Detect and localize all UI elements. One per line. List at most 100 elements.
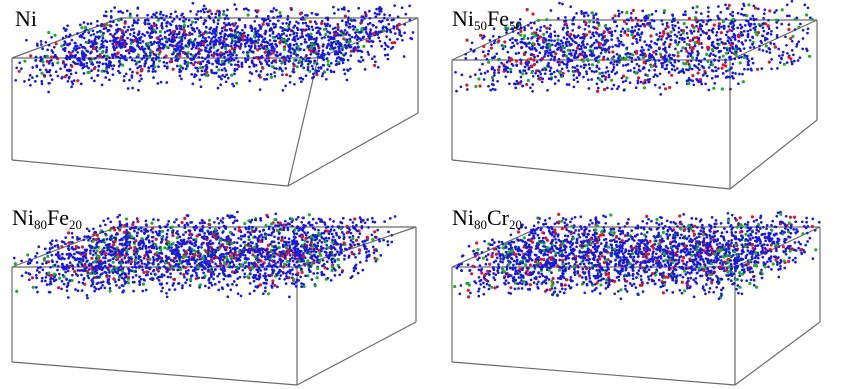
atom [493,69,496,72]
atom [73,55,77,59]
atom [260,233,263,237]
atom [578,52,582,56]
atom [104,223,107,227]
atom [338,49,341,53]
atom [717,50,721,54]
atom [717,22,721,26]
atom [141,40,145,43]
atom [205,63,208,67]
atom [383,53,387,57]
atom [321,52,325,56]
atom [143,18,147,22]
atom [730,74,734,78]
atom [39,40,43,43]
atom [93,79,96,83]
atom [71,50,75,53]
atom [306,259,310,263]
atom [109,32,112,36]
atom [642,86,646,90]
atom [151,243,155,247]
atom [317,66,320,70]
atom [200,69,204,73]
atom [17,69,21,73]
atom [216,57,220,60]
atom [658,35,661,38]
atom [265,45,269,48]
atom [190,220,194,224]
atom [136,6,140,10]
atom [89,252,92,255]
atom [625,46,629,50]
atom [139,74,142,77]
atom [777,47,781,51]
atom [202,4,206,8]
atom [241,50,245,54]
atom [158,38,162,42]
atom [610,78,614,82]
atom [531,36,534,39]
atom [246,54,250,58]
atom [293,282,296,286]
atom [268,34,272,37]
atom [653,62,657,66]
atom [176,41,180,45]
atom [728,49,732,53]
atom [523,26,527,30]
atom [279,52,282,56]
atom [728,46,732,50]
atom [302,48,306,52]
atom [63,41,67,44]
atom [76,274,80,277]
atom [358,37,361,40]
atom [178,36,182,40]
atom [116,18,121,22]
atom [588,19,592,23]
atom [530,32,534,36]
atom [214,29,218,33]
atom [245,51,249,54]
atom [359,60,362,64]
atom [557,79,560,82]
atom [269,72,273,76]
atom [193,60,197,64]
atom [180,77,183,81]
atom [327,246,331,250]
atom [670,73,674,77]
atom [207,54,211,58]
atom [225,14,228,17]
atom [367,53,371,56]
atom [78,60,82,63]
atom [77,251,81,255]
atom [808,54,812,58]
atom [332,235,335,239]
atom [673,33,677,37]
atom [251,50,255,54]
atom [152,62,155,66]
atom [185,33,188,37]
atom [579,44,583,48]
atom [136,18,140,22]
atom [657,37,660,41]
atom [193,228,197,232]
atom [70,245,74,249]
atom [634,71,638,75]
atom [299,55,303,59]
atom [724,51,729,55]
atom [63,46,67,50]
atom [201,8,205,11]
atom [566,30,570,34]
atom [696,71,700,75]
atom [141,244,145,248]
atom [104,76,108,79]
atom [519,33,523,37]
atom [61,273,65,277]
atom [690,67,694,71]
atom [617,39,621,43]
atom [122,33,126,37]
atom [790,60,793,64]
atom [731,14,735,18]
atom [510,62,514,66]
atom [137,88,140,92]
atom [80,26,84,30]
